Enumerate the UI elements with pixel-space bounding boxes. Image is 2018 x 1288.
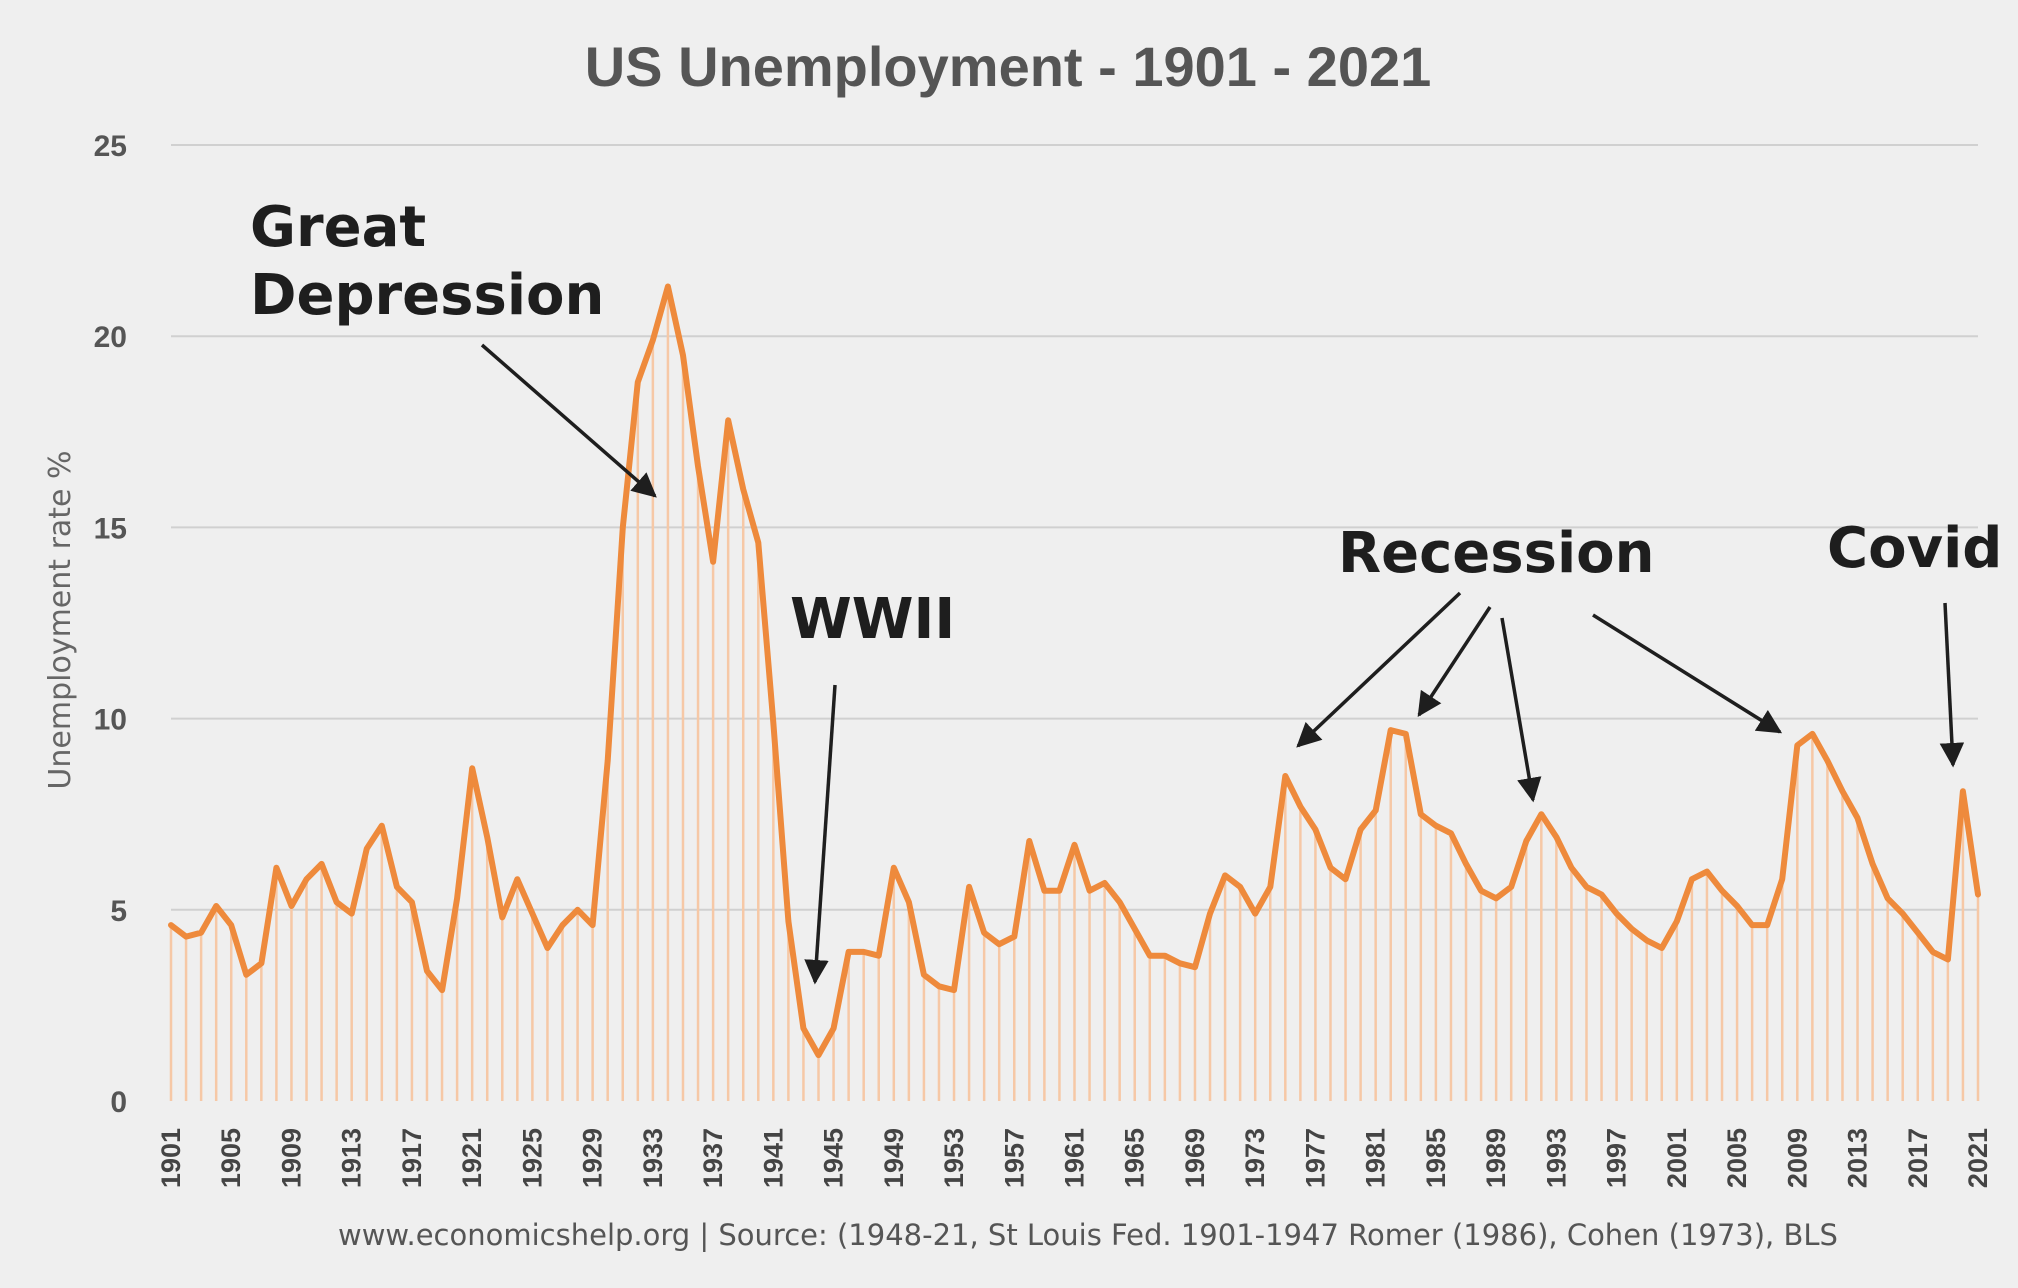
gridlines [171,144,1978,911]
x-tick-label: 1913 [337,1128,367,1188]
y-tick-label: 10 [94,704,127,737]
annotation-wwii: WWII [790,587,955,652]
x-tick-label: 1917 [397,1128,427,1188]
x-tick-labels: 1901 1905 1909 1913 1917 1921 1925 1929 1933 1937… [156,1128,1993,1188]
x-tick-label: 1961 [1060,1128,1090,1188]
x-tick-label: 1901 [156,1128,186,1188]
x-tick-label: 1921 [457,1128,487,1188]
x-tick-label: 1997 [1602,1128,1632,1188]
x-tick-label: 1909 [277,1128,307,1188]
arrow-great-depression [480,343,657,498]
x-tick-label: 1929 [578,1128,608,1188]
x-tick-label: 1969 [1180,1128,1210,1188]
y-tick-label: 15 [94,512,127,545]
x-tick-label: 2017 [1903,1128,1933,1188]
arrow-recession-1975 [1296,591,1462,748]
x-tick-label: 1989 [1481,1128,1511,1188]
annotation-great-depression-line2: Depression [250,263,604,328]
y-tick-label: 25 [94,130,127,163]
x-tick-label: 1941 [758,1128,788,1188]
series-line [168,283,1981,1059]
x-tick-label: 2013 [1843,1128,1873,1188]
x-tick-label: 1993 [1541,1128,1571,1188]
x-tick-label: 2001 [1662,1128,1692,1188]
x-tick-label: 2005 [1722,1128,1752,1188]
x-tick-label: 1981 [1361,1128,1391,1188]
x-tick-label: 1985 [1421,1128,1451,1188]
x-tick-label: 1937 [698,1128,728,1188]
y-tick-label: 20 [94,321,127,354]
x-tick-label: 1925 [517,1128,547,1188]
x-tick-label: 1905 [216,1128,246,1188]
y-tick-label: 5 [110,895,127,928]
x-tick-label: 1945 [819,1128,849,1188]
x-tick-label: 2009 [1782,1128,1812,1188]
x-tick-label: 1953 [939,1128,969,1188]
annotation-covid: Covid [1827,516,2002,581]
y-tick-labels: 0 5 10 15 20 25 [94,130,127,1119]
arrow-covid [1939,602,1965,768]
x-tick-label: 1957 [999,1128,1029,1188]
x-tick-label: 1965 [1120,1128,1150,1188]
x-tick-label: 1933 [638,1128,668,1188]
arrow-recession-1991 [1500,617,1542,803]
annotation-great-depression-line1: Great [250,195,426,260]
series-line-group [168,283,1981,1059]
source-footer: www.economicshelp.org | Source: (1948-21… [338,1218,1838,1252]
chart-title: US Unemployment - 1901 - 2021 [585,35,1432,98]
y-tick-label: 0 [110,1086,127,1119]
arrow-recession-2009 [1592,613,1783,734]
arrow-wwii [804,684,837,985]
x-tick-label: 2021 [1963,1128,1993,1188]
annotation-recession: Recession [1338,521,1654,586]
y-axis-label: Unemployment rate % [43,450,78,789]
arrow-recession-1982 [1417,606,1492,718]
x-tick-label: 1977 [1300,1128,1330,1188]
x-tick-label: 1973 [1240,1128,1270,1188]
x-tick-label: 1949 [879,1128,909,1188]
fill-bars [169,286,1980,1101]
